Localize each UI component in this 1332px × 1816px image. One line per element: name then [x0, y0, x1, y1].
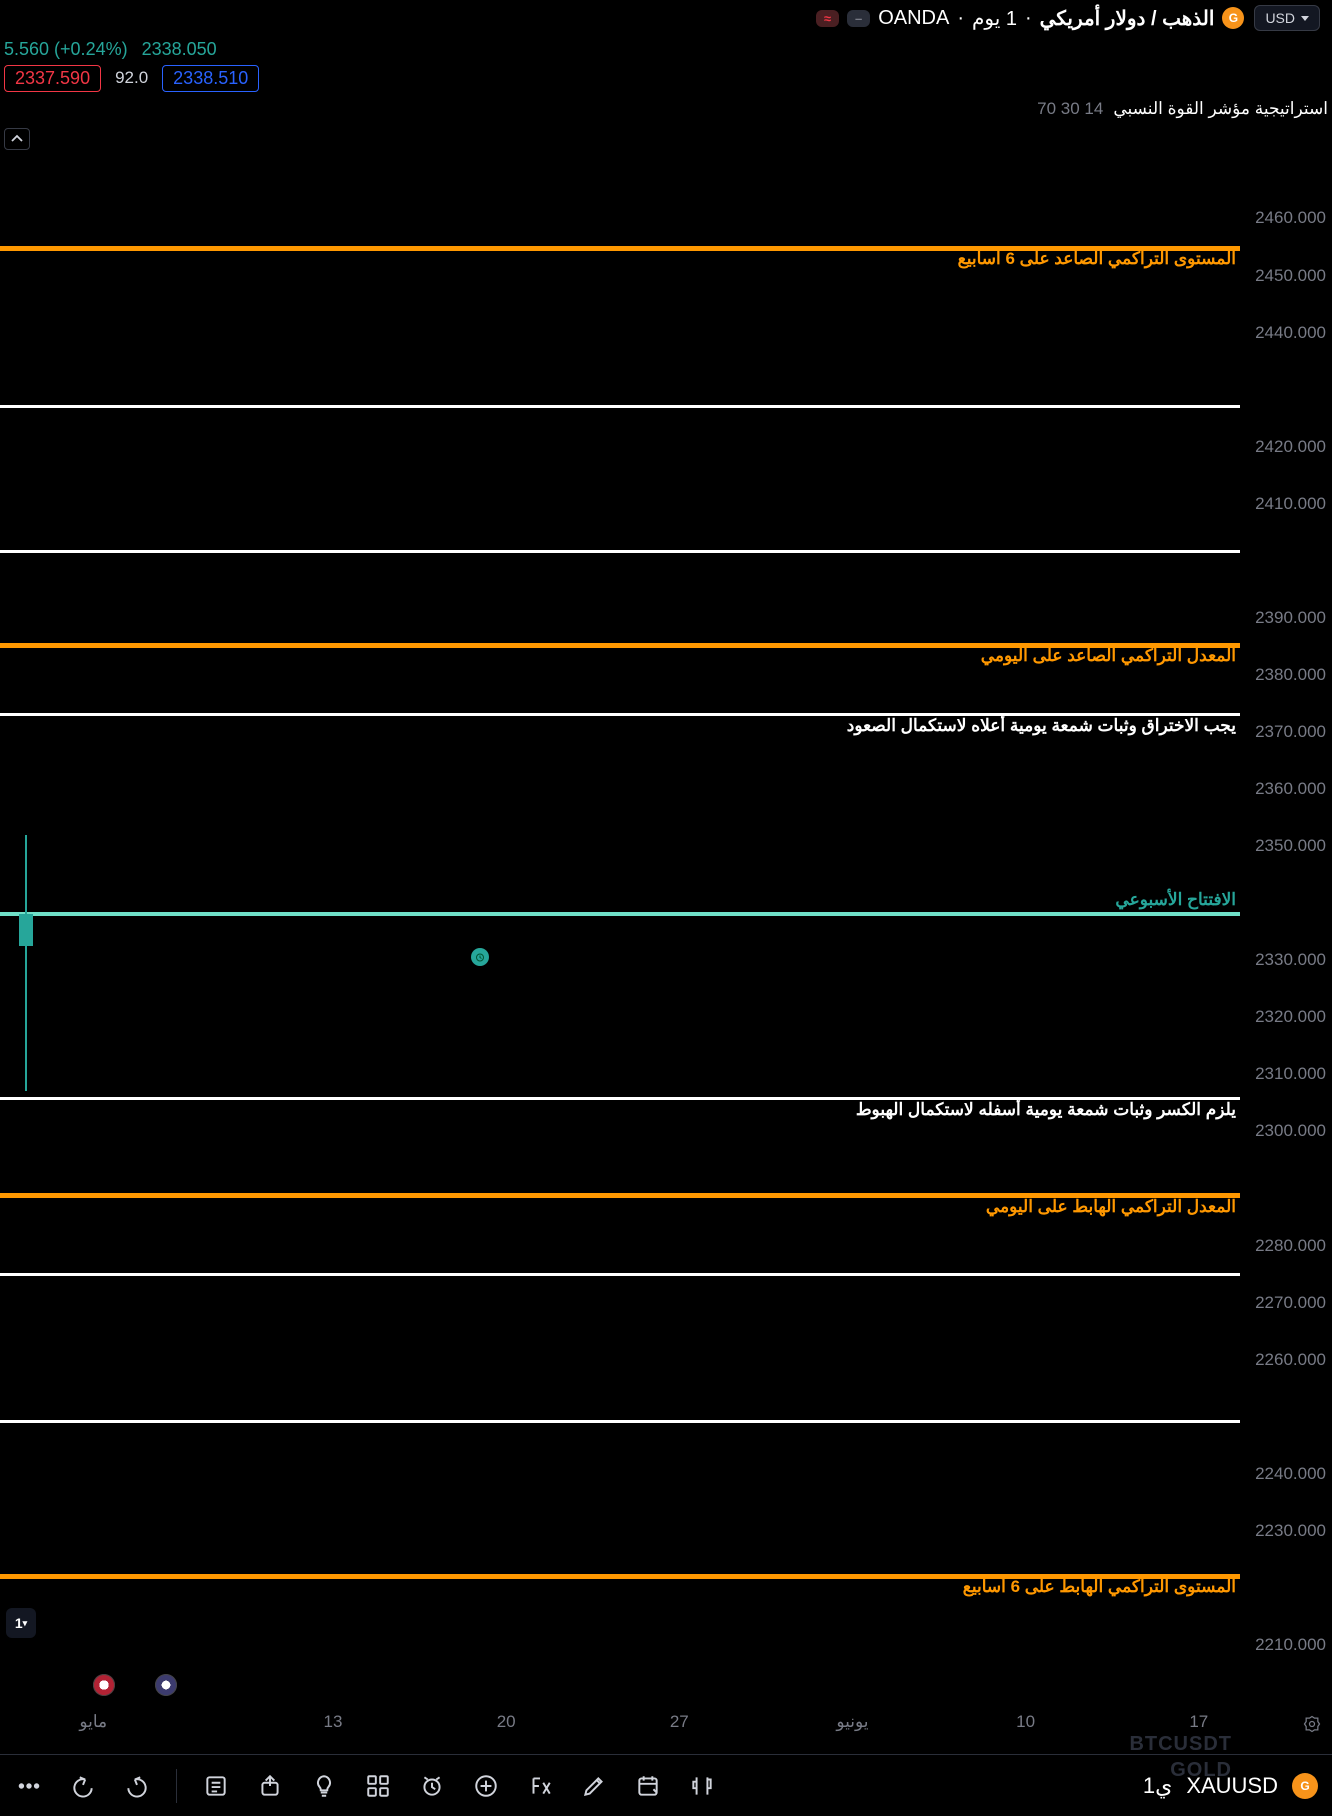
price-line-bar [0, 1273, 1240, 1276]
price-line-label: المعدل التراكمي الهابط على اليومي [986, 1197, 1236, 1217]
symbol-dot2: · [957, 7, 964, 30]
separator [176, 1769, 177, 1803]
currency-select[interactable]: USD [1254, 5, 1320, 31]
symbol-title[interactable]: الذهب / دولار أمريكي [1040, 6, 1215, 31]
indicator-row[interactable]: استراتيجية مؤشر القوة النسبي 70 30 14 [0, 94, 1332, 124]
y-tick: 2360.000 [1255, 779, 1326, 799]
y-tick: 2270.000 [1255, 1293, 1326, 1313]
currency-label: USD [1265, 10, 1295, 26]
candle-style-button[interactable] [687, 1771, 717, 1801]
y-tick: 2210.000 [1255, 1635, 1326, 1655]
indicator-params: 70 30 14 [1037, 99, 1103, 119]
axis-settings-icon[interactable] [1302, 1714, 1322, 1737]
fx-button[interactable] [525, 1771, 555, 1801]
alert-button[interactable] [417, 1771, 447, 1801]
interval-label[interactable]: 1 يوم [972, 6, 1017, 31]
price-line-label: المستوى التراكمي الصاعد على 6 اسابيع [958, 249, 1236, 269]
idea-button[interactable] [309, 1771, 339, 1801]
more-button[interactable] [14, 1771, 44, 1801]
ask-box[interactable]: 2338.510 [162, 65, 259, 92]
chevron-up-icon [10, 132, 24, 146]
price-line-label: المعدل التراكمي الصاعد على اليومي [981, 646, 1236, 666]
bid-ask-row: 2337.590 92.0 2338.510 [0, 62, 1332, 94]
price-line-label: يلزم الكسر وثبات شمعة يومية أسفله لاستكم… [856, 1100, 1236, 1120]
y-tick: 2410.000 [1255, 494, 1326, 514]
y-tick: 2280.000 [1255, 1236, 1326, 1256]
price-line-label: الافتتاح الأسبوعي [1115, 890, 1236, 910]
provider-label: OANDA [878, 7, 949, 30]
plot-surface[interactable]: 2454.809المستوى التراكمي الصاعد على 6 اس… [0, 150, 1240, 1702]
y-tick: 2330.000 [1255, 950, 1326, 970]
y-tick: 2460.000 [1255, 208, 1326, 228]
calendar-button[interactable] [633, 1771, 663, 1801]
y-tick: 2350.000 [1255, 836, 1326, 856]
y-tick: 2450.000 [1255, 266, 1326, 286]
y-tick: 2420.000 [1255, 437, 1326, 457]
y-tick: 2260.000 [1255, 1350, 1326, 1370]
draw-button[interactable] [579, 1771, 609, 1801]
x-tick: يونيو [836, 1712, 868, 1732]
y-tick: 2300.000 [1255, 1121, 1326, 1141]
pill-dash[interactable]: – [847, 10, 870, 27]
spread-label: 92.0 [115, 68, 148, 88]
gold-coin-icon: G [1222, 7, 1244, 29]
tradingview-logo-icon[interactable]: 1▾ [6, 1608, 36, 1638]
indicator-name: استراتيجية مؤشر القوة النسبي [1113, 99, 1328, 119]
price-line-bar [0, 912, 1240, 916]
y-tick: 2440.000 [1255, 323, 1326, 343]
quote-row: 5.560 (+0.24%) 2338.050 [0, 36, 1332, 62]
holiday-flag-icon[interactable] [155, 1674, 177, 1696]
y-tick: 2390.000 [1255, 608, 1326, 628]
bottom-toolbar: 1ي XAUUSD G [0, 1754, 1332, 1816]
note-button[interactable] [201, 1771, 231, 1801]
holiday-flag-icon[interactable] [93, 1674, 115, 1696]
watermark-text: BTCUSDT [1129, 1733, 1232, 1756]
price-line-bar [0, 550, 1240, 553]
candle[interactable] [19, 835, 33, 1092]
gold-coin-icon: G [1292, 1773, 1318, 1799]
collapse-button[interactable] [4, 128, 30, 150]
candle-body [19, 914, 33, 946]
pill-approx[interactable]: ≈ [816, 10, 839, 27]
y-tick: 2240.000 [1255, 1464, 1326, 1484]
layouts-button[interactable] [363, 1771, 393, 1801]
price-line-bar [0, 405, 1240, 408]
chevron-down-icon [1301, 16, 1309, 21]
change-label: 5.560 (+0.24%) [4, 39, 128, 60]
y-tick: 2320.000 [1255, 1007, 1326, 1027]
price-line-bar [0, 1420, 1240, 1423]
candle-wick [25, 835, 27, 1092]
price-line-label: يجب الاختراق وثبات شمعة يومية أعلاه لاست… [847, 716, 1236, 736]
app-root: G الذهب / دولار أمريكي · 1 يوم · OANDA –… [0, 0, 1332, 1816]
chart-area[interactable]: 2454.809المستوى التراكمي الصاعد على 6 اس… [0, 150, 1332, 1702]
redo-button[interactable] [122, 1771, 152, 1801]
x-tick: 20 [497, 1712, 516, 1732]
symbol-dot: · [1025, 7, 1032, 30]
x-tick: 10 [1016, 1712, 1035, 1732]
share-button[interactable] [255, 1771, 285, 1801]
toolbar-interval[interactable]: 1ي [1143, 1773, 1172, 1799]
x-tick: مايو [79, 1712, 107, 1732]
add-button[interactable] [471, 1771, 501, 1801]
bid-box[interactable]: 2337.590 [4, 65, 101, 92]
y-tick: 2370.000 [1255, 722, 1326, 742]
y-axis[interactable]: 2460.000 2450.000 2440.000 2420.000 2410.000… [1240, 150, 1332, 1702]
price-line-label: المستوى التراكمي الهابط على 6 أسابيع [963, 1578, 1236, 1598]
last-price: 2338.050 [142, 39, 217, 60]
x-tick: 27 [670, 1712, 689, 1732]
x-tick: 17 [1189, 1712, 1208, 1732]
watermark-text: GOLD [1170, 1759, 1232, 1782]
y-tick: 2380.000 [1255, 665, 1326, 685]
y-tick: 2230.000 [1255, 1521, 1326, 1541]
x-tick: 13 [324, 1712, 343, 1732]
header: G الذهب / دولار أمريكي · 1 يوم · OANDA –… [0, 0, 1332, 36]
y-tick: 2310.000 [1255, 1064, 1326, 1084]
undo-button[interactable] [68, 1771, 98, 1801]
alarm-marker-icon[interactable] [471, 948, 489, 966]
